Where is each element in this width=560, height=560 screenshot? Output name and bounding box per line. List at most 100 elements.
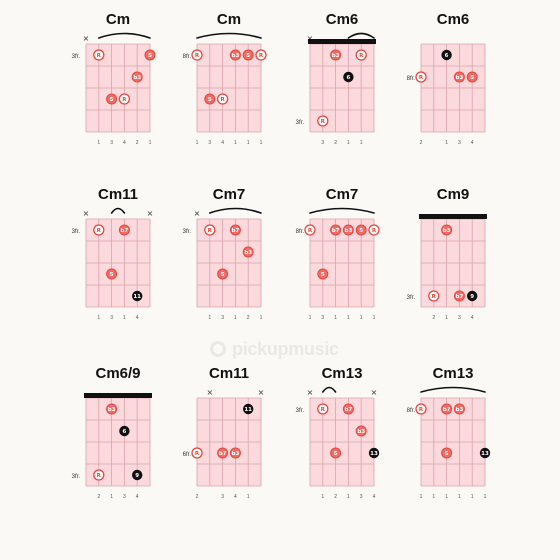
interval-label: R <box>220 97 225 103</box>
interval-label: R <box>195 451 200 457</box>
root-dot-circle <box>118 93 131 105</box>
dot-circle <box>144 49 156 61</box>
root-note-dot: R <box>191 447 203 459</box>
dot-circle <box>119 425 130 437</box>
interval-label: R <box>419 407 424 413</box>
root-note-dot: R <box>204 224 216 236</box>
fret-position-label: 8fr. <box>407 408 416 414</box>
finger-number: 4 <box>471 315 474 321</box>
note-dot: b7 <box>441 403 453 415</box>
finger-number: 3 <box>221 315 224 321</box>
finger-number: 2 <box>196 494 199 500</box>
finger-number: 1 <box>420 494 423 500</box>
root-dot-circle <box>415 71 427 83</box>
finger-number: 1 <box>97 140 100 146</box>
dot-circle <box>242 246 254 258</box>
dot-circle <box>132 469 143 481</box>
muted-string-mark: × <box>83 34 90 43</box>
interval-label: R <box>97 473 102 479</box>
finger-number: 2 <box>247 315 250 321</box>
root-dot-circle <box>93 469 105 481</box>
note-dot: b7 <box>217 447 229 459</box>
note-dot: b3 <box>453 403 465 415</box>
barre-arc <box>209 207 262 214</box>
note-dot: 6 <box>119 425 130 437</box>
chord-name: Cm9 <box>437 186 470 203</box>
barre-arc <box>322 386 337 393</box>
root-dot-circle <box>191 447 203 459</box>
note-dot: b3 <box>106 403 118 415</box>
chord-diagram: Cm × 3fr. R 5 b3 5 R 1 3 4 2 1 <box>72 11 156 146</box>
note-dot: b7 <box>453 290 465 302</box>
note-dot: b7 <box>330 224 342 236</box>
interval-label: R <box>372 228 377 234</box>
interval-label: 5 <box>110 97 114 103</box>
finger-number: 1 <box>445 494 448 500</box>
interval-label: b7 <box>332 228 340 234</box>
finger-number: 3 <box>208 140 211 146</box>
note-dot: b3 <box>453 71 465 83</box>
note-dot: 5 <box>144 49 156 61</box>
fret-position-label: 3fr. <box>296 408 305 414</box>
dot-circle <box>466 71 478 83</box>
interval-label: 5 <box>208 97 212 103</box>
muted-string-mark: × <box>307 388 314 397</box>
root-note-dot: R <box>428 290 440 302</box>
root-note-dot: R <box>93 224 105 236</box>
muted-string-mark: × <box>258 388 265 397</box>
note-dot: b7 <box>229 224 241 236</box>
finger-number: 3 <box>123 494 126 500</box>
note-dot: 5 <box>466 71 478 83</box>
interval-label: b3 <box>108 407 116 413</box>
interval-label: 6 <box>346 75 350 81</box>
finger-number: 3 <box>321 315 324 321</box>
barre-arc <box>420 386 486 393</box>
finger-number: 1 <box>97 315 100 321</box>
dot-circle <box>330 447 342 459</box>
interval-label: b7 <box>232 228 240 234</box>
interval-label: R <box>419 75 424 81</box>
fret-position-label: 8fr. <box>296 229 305 235</box>
finger-number: 1 <box>247 494 250 500</box>
watermark-logo: pickupmusic <box>210 338 360 360</box>
interval-label: b3 <box>456 75 464 81</box>
note-dot: b7 <box>118 224 130 236</box>
interval-label: R <box>208 228 213 234</box>
note-dot: 13 <box>368 447 380 459</box>
muted-string-mark: × <box>147 209 154 218</box>
chord-name: Cm11 <box>98 186 138 203</box>
root-dot-circle <box>304 224 316 236</box>
interval-label: 5 <box>445 451 449 457</box>
dot-circle <box>368 447 380 459</box>
dot-circle <box>229 224 241 236</box>
interval-label: R <box>195 53 200 59</box>
interval-label: R <box>97 228 102 234</box>
note-dot: 5 <box>330 447 342 459</box>
muted-string-mark: × <box>194 209 201 218</box>
finger-number: 1 <box>309 315 312 321</box>
muted-string-mark: × <box>307 34 314 43</box>
dot-circle <box>441 403 453 415</box>
fret-position-label: 8fr. <box>407 76 416 82</box>
dot-circle <box>342 403 354 415</box>
finger-number: 2 <box>97 494 100 500</box>
finger-number: 1 <box>260 315 263 321</box>
interval-label: 11 <box>244 407 252 413</box>
finger-number: 1 <box>360 140 363 146</box>
root-dot-circle <box>93 49 105 61</box>
interval-label: 5 <box>110 272 114 278</box>
note-dot: b3 <box>342 224 354 236</box>
finger-number: 4 <box>471 140 474 146</box>
interval-label: 11 <box>133 294 141 300</box>
fret-position-label: 8fr. <box>183 54 192 60</box>
root-note-dot: R <box>317 115 329 127</box>
dot-circle <box>132 290 143 302</box>
root-note-dot: R <box>415 403 427 415</box>
interval-label: b3 <box>332 53 340 59</box>
interval-label: 13 <box>481 451 489 457</box>
dot-circle <box>342 224 354 236</box>
